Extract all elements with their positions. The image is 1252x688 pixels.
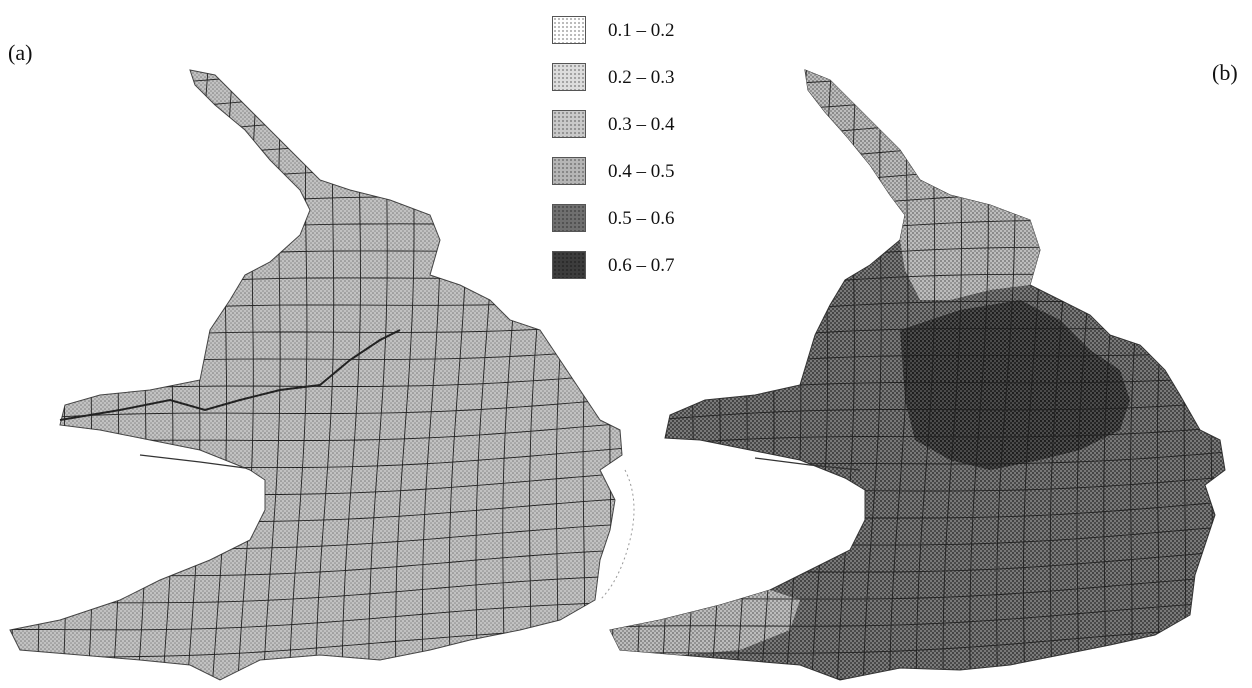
grid-line — [735, 70, 758, 680]
grid-line — [610, 70, 1225, 87]
legend-swatch — [552, 251, 586, 279]
grid-line — [36, 70, 57, 680]
grid-line — [610, 400, 1225, 426]
grid-line — [610, 626, 1225, 654]
legend-label: 0.3 – 0.4 — [608, 114, 675, 135]
grid-line — [610, 601, 1225, 628]
grid-line — [62, 70, 83, 680]
grid-line — [610, 70, 631, 680]
panel-a-region — [9, 69, 623, 681]
legend-swatch — [552, 63, 586, 91]
grid-line — [686, 70, 708, 680]
grid-line — [10, 70, 30, 680]
grid-line — [10, 115, 622, 144]
grid-line — [87, 70, 109, 680]
legend-swatch — [552, 16, 586, 44]
legend-label: 0.2 – 0.3 — [608, 67, 675, 88]
grid-line — [263, 70, 284, 680]
grid-line — [636, 70, 657, 680]
grid-line — [610, 425, 1225, 450]
legend-label: 0.1 – 0.2 — [608, 20, 675, 41]
grid-line — [10, 88, 622, 117]
panel-b-region-light-2 — [610, 590, 800, 655]
grid-line — [0, 35, 640, 63]
grid-line — [610, 84, 1225, 114]
grid-line — [10, 396, 622, 422]
panel-a-coastline-2 — [599, 469, 635, 601]
panel-label-b: (b) — [1212, 60, 1238, 85]
grid-line — [10, 655, 622, 680]
grid-line — [608, 70, 622, 680]
panel-a-river — [59, 329, 401, 421]
grid-line — [1207, 70, 1225, 680]
grid-line — [0, 60, 3, 680]
grid-line — [610, 111, 1225, 141]
legend-swatch — [552, 157, 586, 185]
panel-b-region-light — [805, 70, 1040, 300]
grid-line — [10, 142, 622, 170]
legend-label: 0.6 – 0.7 — [608, 255, 675, 276]
grid-line — [661, 70, 683, 680]
grid-line — [10, 70, 622, 90]
legend-swatch — [552, 204, 586, 232]
grid-line — [862, 70, 883, 680]
panel-b-map — [600, 31, 1240, 681]
grid-line — [711, 70, 733, 680]
grid-line — [10, 601, 622, 631]
panel-a-map — [0, 35, 640, 681]
grid-line — [610, 138, 1225, 168]
grid-line — [889, 70, 909, 680]
legend-swatch — [552, 110, 586, 138]
grid-line — [112, 70, 134, 680]
legend-label: 0.4 – 0.5 — [608, 161, 675, 182]
grid-line — [600, 31, 1240, 59]
legend-label: 0.5 – 0.6 — [608, 208, 675, 229]
panel-a-coastline — [139, 454, 246, 469]
panel-b-coastline — [754, 457, 861, 471]
panel-b-region-dark — [900, 300, 1130, 470]
panel-label-a: (a) — [8, 40, 33, 65]
